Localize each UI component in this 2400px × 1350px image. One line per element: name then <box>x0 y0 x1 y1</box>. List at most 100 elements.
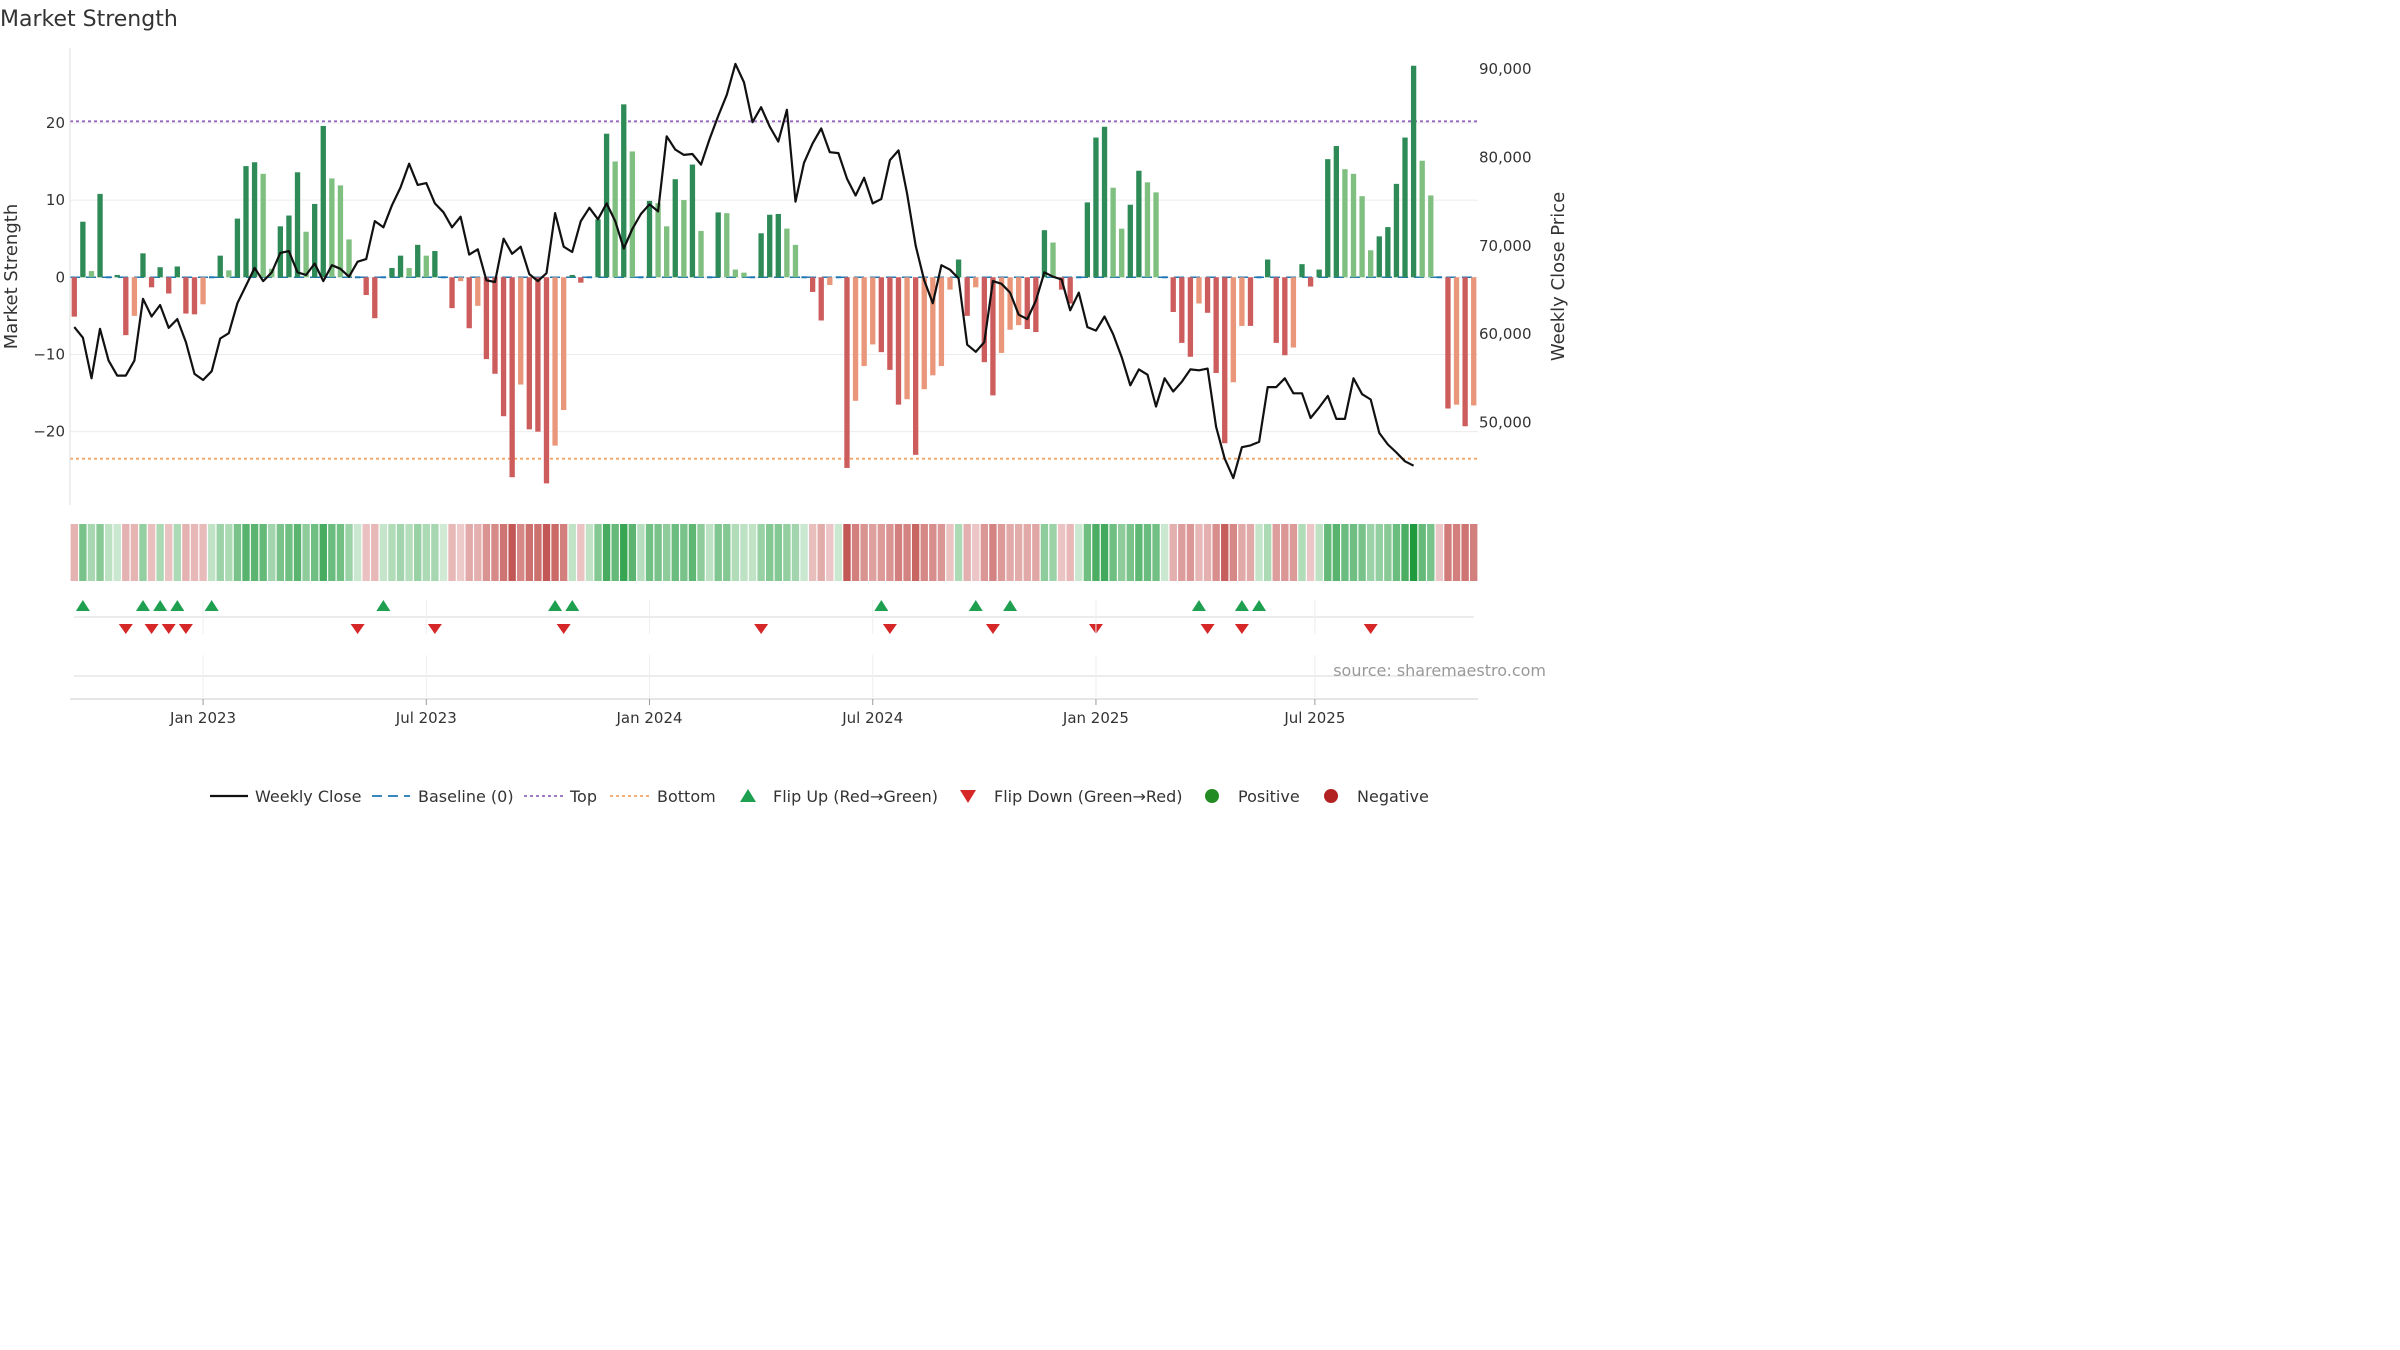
strength-bar-zero <box>638 276 644 279</box>
heat-cell <box>559 524 568 581</box>
heat-cell <box>568 524 576 581</box>
heat-cell <box>671 524 679 581</box>
strength-bar <box>1041 230 1048 278</box>
heat-cell <box>259 524 267 581</box>
chart-title: Market Strength <box>0 7 178 32</box>
flip-up-marker <box>1252 600 1267 611</box>
strength-bar <box>191 277 198 315</box>
heat-cell <box>1349 524 1358 581</box>
heat-cell <box>886 524 894 581</box>
heat-cell <box>79 524 87 581</box>
strength-bar <box>483 277 490 360</box>
heat-cell <box>1341 524 1349 581</box>
heat-cell <box>1366 524 1375 581</box>
heat-cell <box>130 524 139 581</box>
heat-cell <box>534 524 542 581</box>
x-axis: Jan 2023 Jul 2023 Jan 2024 Jul 2024 Jan 2025… <box>70 600 1478 727</box>
strength-bar <box>629 151 636 278</box>
flip-down-marker <box>178 624 193 634</box>
legend-top-label: Top <box>569 787 597 806</box>
strength-bar <box>844 277 850 468</box>
strength-bar <box>921 277 927 390</box>
strength-bar <box>312 203 318 278</box>
strength-bar <box>1273 277 1279 343</box>
heat-cell <box>783 524 791 581</box>
heat-cell <box>336 524 345 581</box>
strength-bar <box>166 277 172 294</box>
strength-bar <box>664 226 670 278</box>
heat-cell <box>414 524 422 581</box>
heat-cell <box>207 524 216 581</box>
heat-cell <box>250 524 259 581</box>
heat-cell <box>302 524 310 581</box>
heat-cell <box>662 524 671 581</box>
heat-cell <box>963 524 971 581</box>
heat-cell <box>285 524 293 581</box>
heat-cell <box>379 524 388 581</box>
y-axis-right-label: Weekly Close Price <box>1548 192 1568 361</box>
strength-bar <box>475 277 481 306</box>
strength-bar <box>140 253 146 278</box>
strength-bar <box>732 269 739 278</box>
heat-cell <box>723 524 731 581</box>
heat-cell <box>216 524 224 581</box>
legend-flip-down-swatch <box>960 790 976 803</box>
flip-up-marker <box>565 600 580 611</box>
heat-cell <box>1409 524 1418 581</box>
heat-cell <box>1384 524 1392 581</box>
heat-cell <box>1444 524 1452 581</box>
strength-bar <box>406 268 412 278</box>
heat-cell <box>345 524 353 581</box>
heat-cell <box>182 524 190 581</box>
strength-bar <box>1350 173 1357 278</box>
heat-cell <box>362 524 370 581</box>
heat-cell <box>542 524 551 581</box>
strength-bar <box>1419 160 1425 278</box>
strength-bar <box>114 274 120 278</box>
heat-cell <box>903 524 911 581</box>
strength-bar <box>1410 65 1417 278</box>
x-tick-label: Jan 2025 <box>1062 709 1129 727</box>
heat-cell <box>654 524 662 581</box>
strength-bar <box>1428 195 1434 278</box>
flip-down-marker <box>985 624 1000 634</box>
strength-bar <box>1316 269 1322 278</box>
heat-cell <box>1135 524 1143 581</box>
heat-cell <box>1169 524 1177 581</box>
strength-bar <box>930 277 936 376</box>
weekly-close-polyline <box>73 62 1415 480</box>
heat-cell <box>1160 524 1169 581</box>
heat-cell <box>139 524 147 581</box>
strength-bar-zero <box>354 276 361 279</box>
heat-cell <box>980 524 989 581</box>
x-tick-label: Jan 2023 <box>169 709 236 727</box>
heat-cell <box>929 524 937 581</box>
heat-cell <box>1203 524 1212 581</box>
heat-cell <box>268 524 276 581</box>
heat-cell <box>1023 524 1031 581</box>
strength-bar <box>767 214 773 278</box>
strength-bar <box>1247 277 1254 326</box>
heat-cell <box>491 524 499 581</box>
strength-bar <box>1445 277 1451 409</box>
flip-up-marker <box>153 600 168 611</box>
heat-cell <box>843 524 851 581</box>
strength-bar <box>672 179 678 278</box>
strength-bar <box>1376 236 1382 278</box>
heat-cell <box>456 524 465 581</box>
legend-weekly-close-label: Weekly Close <box>255 787 361 806</box>
strength-bar <box>1333 146 1340 278</box>
heat-cell <box>594 524 602 581</box>
strength-bar <box>827 277 833 285</box>
heat-cell <box>808 524 817 581</box>
strength-bar-zero <box>835 276 842 279</box>
strength-bar <box>681 200 687 278</box>
heat-cell <box>319 524 327 581</box>
flip-down-marker <box>1363 624 1378 634</box>
strength-bar <box>741 272 747 278</box>
legend-negative-label: Negative <box>1357 787 1429 806</box>
strength-bar <box>217 255 223 278</box>
heat-cell <box>834 524 843 581</box>
flip-down-marker <box>161 624 176 634</box>
strength-bar <box>346 239 352 278</box>
